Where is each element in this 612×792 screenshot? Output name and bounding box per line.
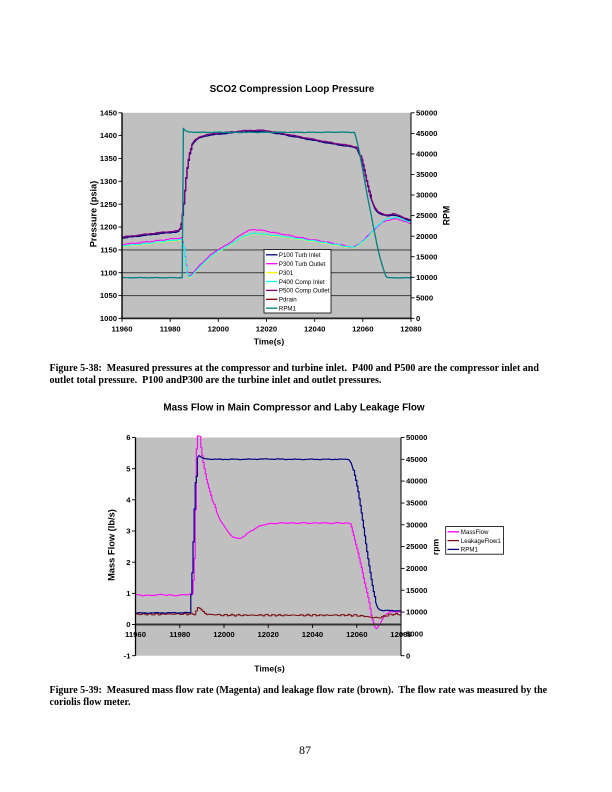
svg-text:6: 6 [126, 433, 130, 442]
svg-text:5: 5 [126, 464, 131, 473]
svg-text:Time(s): Time(s) [254, 663, 285, 673]
svg-text:40000: 40000 [416, 150, 437, 159]
svg-text:15000: 15000 [416, 252, 437, 261]
svg-text:12040: 12040 [304, 324, 325, 333]
svg-text:MassFlow: MassFlow [461, 529, 489, 536]
svg-text:12040: 12040 [302, 630, 323, 639]
svg-text:4: 4 [126, 495, 131, 504]
svg-text:P300 Turb Outlet: P300 Turb Outlet [279, 261, 326, 268]
svg-text:12060: 12060 [346, 630, 367, 639]
svg-text:11980: 11980 [169, 630, 190, 639]
svg-text:Pressure (psia): Pressure (psia) [89, 181, 99, 247]
svg-text:0: 0 [416, 314, 420, 323]
svg-text:RPM1: RPM1 [461, 547, 479, 554]
svg-text:Mass Flow (lb/s): Mass Flow (lb/s) [106, 509, 116, 581]
svg-text:25000: 25000 [406, 542, 427, 551]
svg-text:1400: 1400 [100, 131, 117, 140]
svg-text:1150: 1150 [100, 246, 117, 255]
svg-text:50000: 50000 [416, 108, 437, 117]
svg-text:P500 Comp Outlet: P500 Comp Outlet [279, 288, 330, 295]
svg-text:11980: 11980 [160, 324, 181, 333]
svg-text:Pdrain: Pdrain [279, 297, 297, 304]
svg-text:2: 2 [126, 558, 130, 567]
svg-text:25000: 25000 [416, 211, 437, 220]
svg-text:Mass Flow in Main Compressor a: Mass Flow in Main Compressor and Laby Le… [163, 403, 425, 414]
svg-text:30000: 30000 [416, 191, 437, 200]
svg-text:12000: 12000 [208, 324, 229, 333]
svg-text:SCO2 Compression Loop Pressure: SCO2 Compression Loop Pressure [210, 84, 375, 95]
svg-text:P100 Turb Inlet: P100 Turb Inlet [279, 252, 321, 259]
svg-text:12060: 12060 [352, 324, 373, 333]
svg-text:12020: 12020 [258, 630, 279, 639]
svg-text:20000: 20000 [416, 232, 437, 241]
svg-text:50000: 50000 [406, 433, 427, 442]
svg-text:45000: 45000 [416, 129, 437, 138]
svg-text:1350: 1350 [100, 154, 117, 163]
svg-text:1050: 1050 [100, 291, 117, 300]
svg-text:30000: 30000 [406, 520, 427, 529]
svg-text:10000: 10000 [416, 273, 437, 282]
svg-text:10000: 10000 [406, 608, 427, 617]
svg-text:15000: 15000 [406, 586, 427, 595]
svg-text:5000: 5000 [406, 630, 423, 639]
svg-text:12080: 12080 [390, 630, 411, 639]
svg-text:-1: -1 [124, 651, 132, 660]
svg-text:20000: 20000 [406, 564, 427, 573]
svg-text:11960: 11960 [112, 324, 133, 333]
svg-text:35000: 35000 [416, 170, 437, 179]
svg-text:RPM: RPM [441, 206, 451, 226]
svg-text:35000: 35000 [406, 499, 427, 508]
svg-text:12000: 12000 [213, 630, 234, 639]
svg-text:LeakageFlow1: LeakageFlow1 [461, 538, 502, 545]
svg-text:11960: 11960 [125, 630, 146, 639]
svg-text:Time(s): Time(s) [254, 336, 285, 346]
svg-text:45000: 45000 [406, 455, 427, 464]
svg-text:1250: 1250 [100, 200, 117, 209]
svg-text:1450: 1450 [100, 108, 117, 117]
svg-text:0: 0 [126, 620, 130, 629]
svg-text:1000: 1000 [100, 314, 117, 323]
svg-text:1100: 1100 [100, 268, 117, 277]
svg-text:P301: P301 [279, 270, 294, 277]
svg-text:rpm: rpm [431, 539, 441, 556]
svg-text:5000: 5000 [416, 293, 433, 302]
svg-text:1300: 1300 [100, 177, 117, 186]
svg-text:1: 1 [126, 589, 131, 598]
svg-text:3: 3 [126, 527, 130, 536]
svg-text:P400 Comp Inlet: P400 Comp Inlet [279, 279, 325, 286]
svg-text:0: 0 [406, 651, 410, 660]
svg-text:40000: 40000 [406, 477, 427, 486]
svg-text:RPM1: RPM1 [279, 306, 297, 313]
svg-text:1200: 1200 [100, 223, 117, 232]
svg-text:12080: 12080 [400, 324, 421, 333]
svg-text:12020: 12020 [256, 324, 277, 333]
